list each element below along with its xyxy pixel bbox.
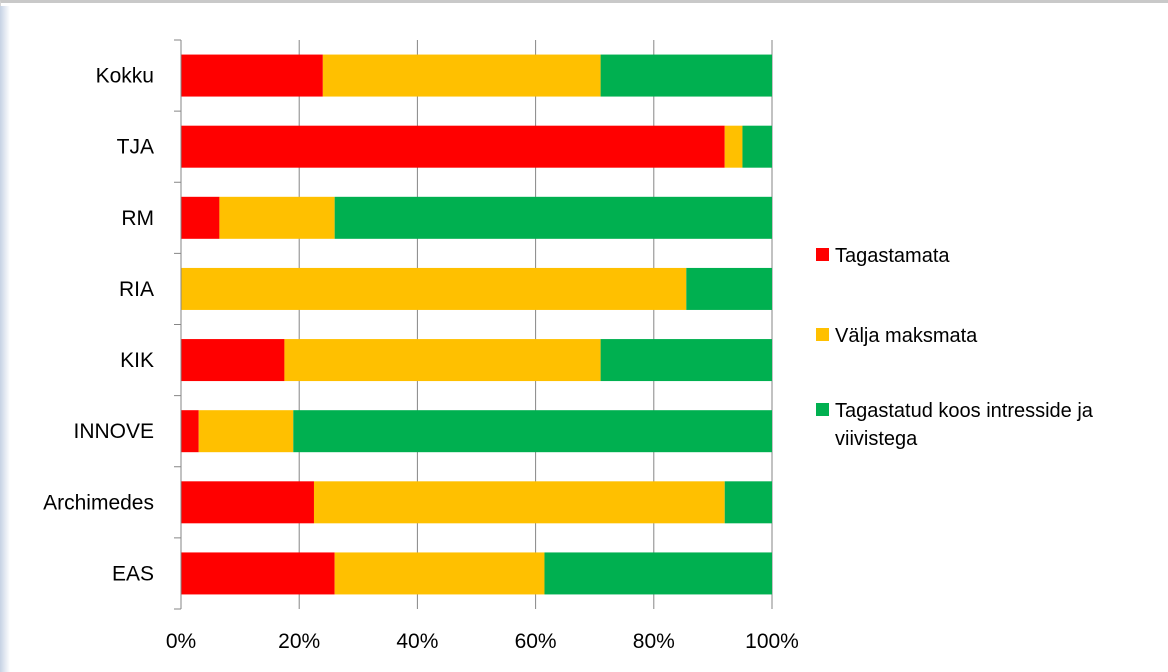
- legend-swatch-1: [816, 248, 829, 261]
- bar-eas-series-2: [334, 552, 545, 595]
- bar-tja-series-3: [742, 125, 772, 168]
- category-label-kik: KIK: [120, 349, 154, 372]
- category-label-archimedes: Archimedes: [43, 491, 154, 514]
- category-label-rm: RM: [121, 207, 154, 230]
- bar-innove-series-1: [181, 410, 199, 453]
- bar-tja-series-2: [724, 125, 743, 168]
- x-tick-label: 100%: [745, 630, 799, 653]
- category-label-ria: RIA: [119, 278, 154, 301]
- bar-ria-series-3: [686, 267, 772, 310]
- bar-rm-series-1: [181, 196, 220, 239]
- legend-label-1: Tagastamata: [835, 245, 950, 267]
- category-label-kokku: Kokku: [96, 65, 154, 88]
- x-tick-labels: 0% 20% 40% 60% 80% 100%: [166, 630, 799, 653]
- category-label-eas: EAS: [112, 562, 154, 585]
- bar-rm-series-2: [219, 196, 335, 239]
- bar-archimedes-series-2: [313, 481, 725, 524]
- bar-rm-series-3: [334, 196, 772, 239]
- bar-archimedes-series-1: [181, 481, 314, 524]
- bar-kokku-series-1: [181, 54, 323, 97]
- category-labels: Kokku TJA RM RIA KIK INNOVE Archimedes EAS: [43, 65, 154, 586]
- bar-kokku-series-3: [600, 54, 772, 97]
- axes: [174, 39, 182, 610]
- bar-eas-series-1: [181, 552, 335, 595]
- frame-shadow: [0, 6, 10, 672]
- x-tick-label: 0%: [166, 630, 196, 653]
- bar-archimedes-series-3: [724, 481, 772, 524]
- legend-label-3: Tagastatud koos intresside ja viivistega: [835, 400, 1094, 450]
- legend: Tagastamata Välja maksmata Tagastatud koos…: [816, 245, 1094, 450]
- bar-kokku-series-2: [322, 54, 601, 97]
- x-tick-label: 60%: [515, 630, 557, 653]
- bar-kik-series-2: [284, 339, 601, 382]
- bar-kik-series-3: [600, 339, 772, 382]
- legend-swatch-2: [816, 328, 829, 341]
- gridlines: [298, 40, 773, 609]
- legend-label-2: Välja maksmata: [835, 325, 978, 347]
- bar-ria-series-2: [181, 267, 687, 310]
- legend-swatch-3: [816, 403, 829, 416]
- x-tick-label: 20%: [278, 630, 320, 653]
- category-label-tja: TJA: [117, 136, 154, 159]
- bars: [181, 54, 772, 595]
- category-label-innove: INNOVE: [73, 420, 154, 443]
- bar-kik-series-1: [181, 339, 285, 382]
- bar-innove-series-2: [198, 410, 294, 453]
- bar-innove-series-3: [293, 410, 772, 453]
- x-tick-label: 40%: [396, 630, 438, 653]
- bar-tja-series-1: [181, 125, 725, 168]
- x-tick-label: 80%: [633, 630, 675, 653]
- bar-eas-series-3: [544, 552, 772, 595]
